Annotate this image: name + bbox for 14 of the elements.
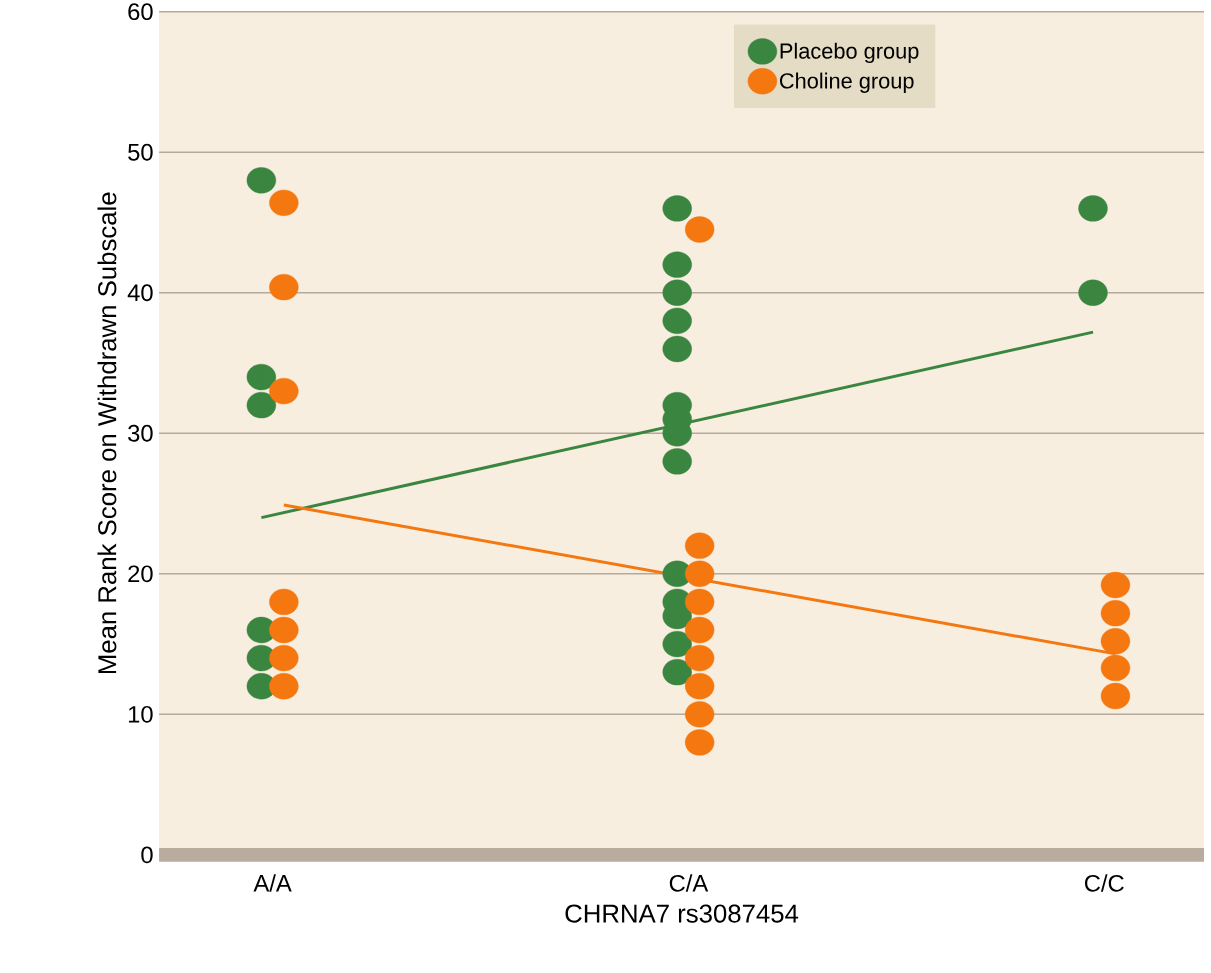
x-tick-label: A/A: [253, 874, 292, 892]
y-tick-label: 10: [128, 705, 153, 723]
y-tick-label: 40: [127, 284, 153, 302]
y-axis-title: Mean Rank Score on Withdrawn Subscale: [97, 192, 117, 674]
y-tick-label: 30: [128, 424, 153, 442]
y-tick-label: 50: [128, 143, 153, 161]
y-tick-label: 60: [128, 3, 153, 21]
y-tick-label: 20: [128, 565, 153, 583]
legend-label: Choline group: [779, 72, 914, 93]
x-tick-label: C/A: [669, 874, 709, 892]
x-tick-label: C/C: [1084, 874, 1124, 892]
legend-label: Placebo group: [780, 42, 919, 63]
x-axis-title: CHRNA7 rs3087454: [565, 904, 799, 923]
y-tick-label: 0: [141, 846, 153, 864]
